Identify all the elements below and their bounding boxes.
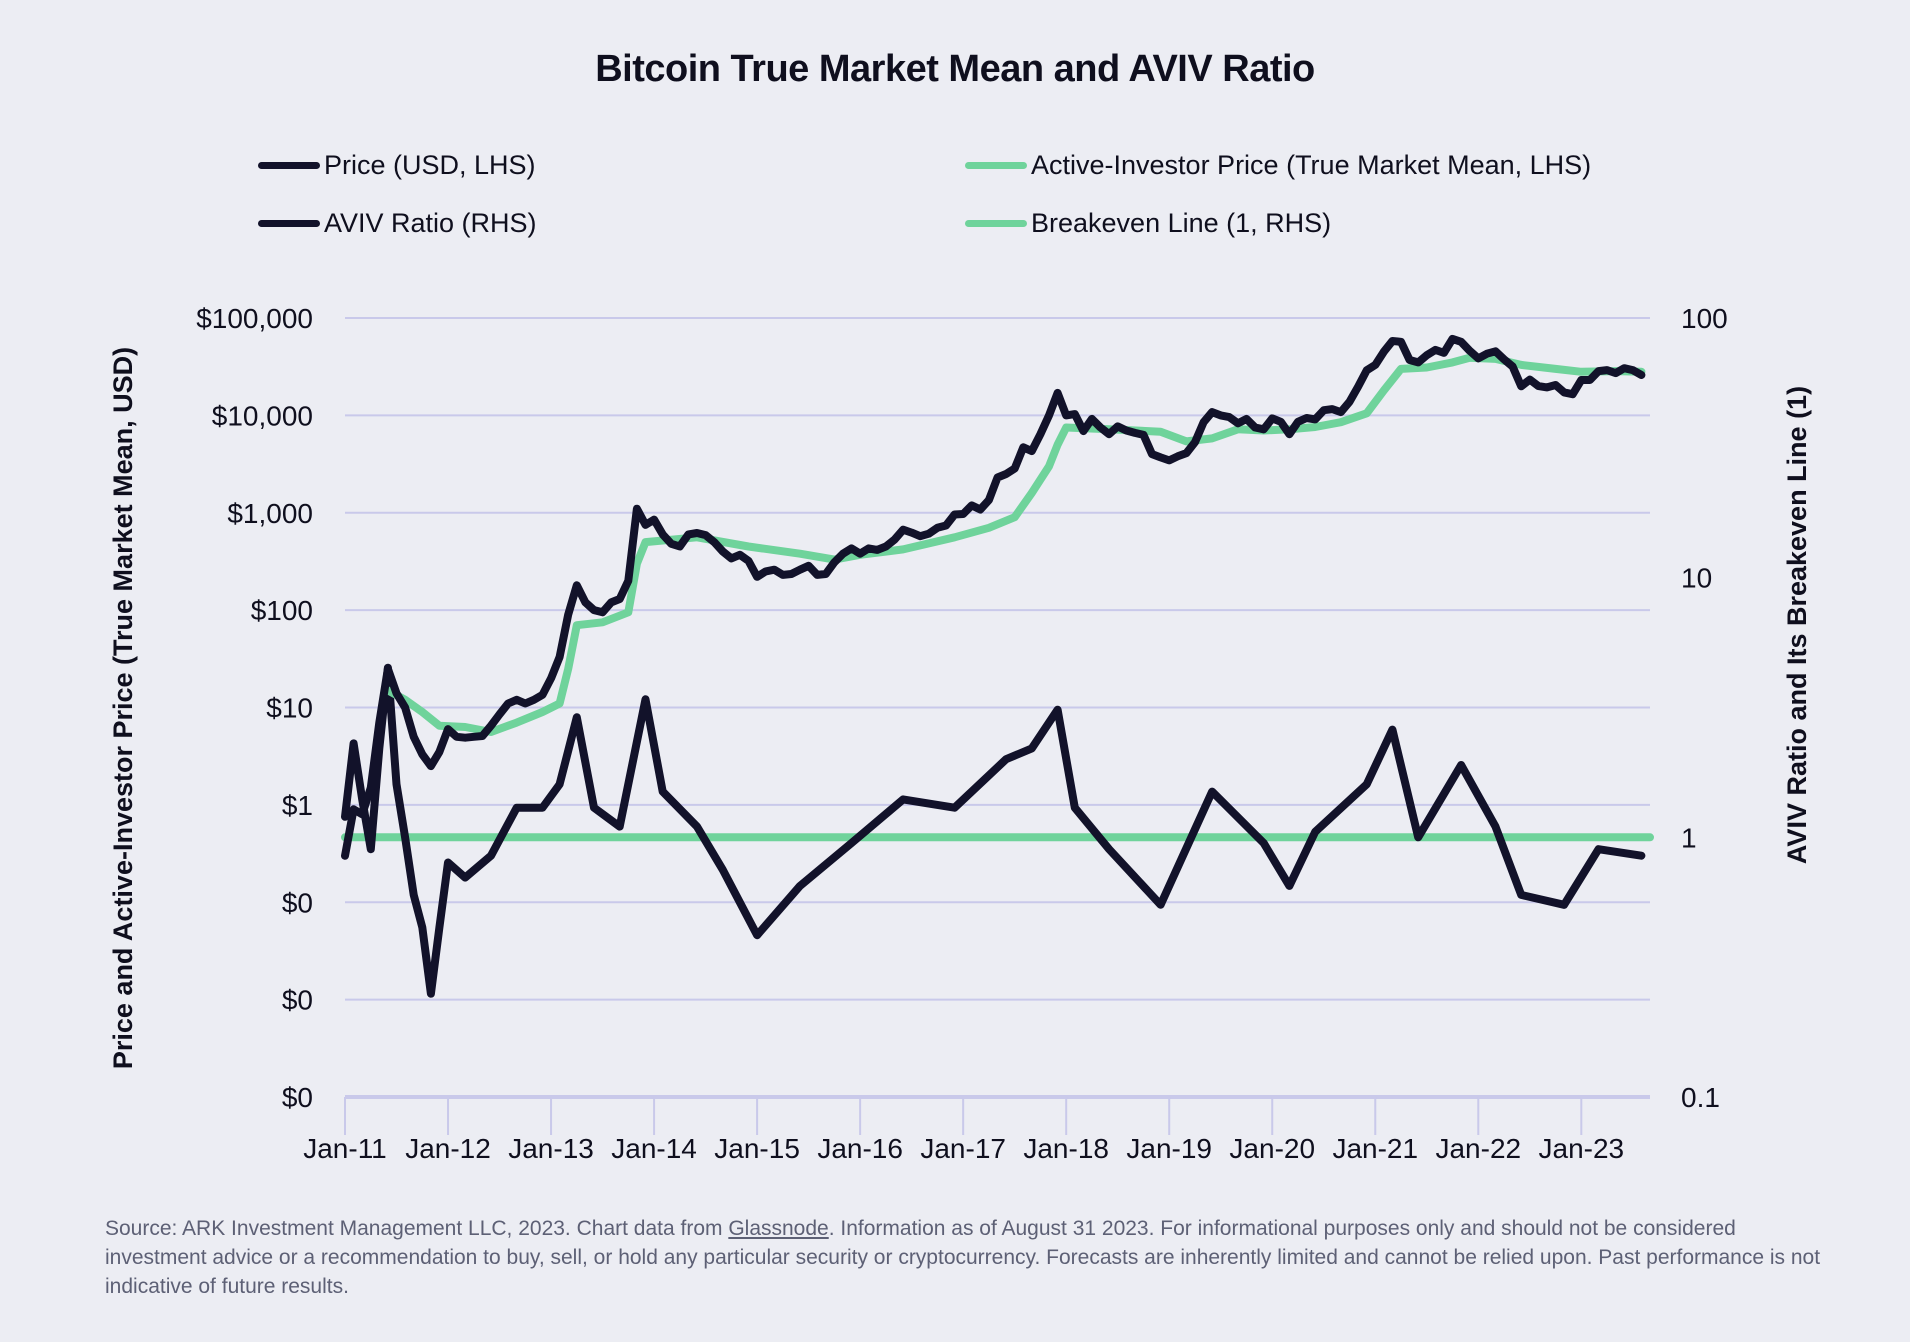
- footnote-text: Source: ARK Investment Management LLC, 2…: [105, 1217, 729, 1240]
- chart-title: Bitcoin True Market Mean and AVIV Ratio: [595, 48, 1315, 90]
- legend-label: Active-Investor Price (True Market Mean,…: [1031, 150, 1592, 180]
- x-tick-label: Jan-16: [817, 1133, 903, 1164]
- x-axis: Jan-11 Jan-12 Jan-13 Jan-14 Jan-15 Jan-16 Jan-…: [303, 1097, 1624, 1164]
- y-left-tick-label: $1,000: [227, 498, 313, 529]
- y-axis-right: 100 10 1 0.1: [1681, 303, 1728, 1113]
- legend-breakeven: Breakeven Line (1, RHS): [965, 208, 1331, 239]
- y-right-tick-label: 0.1: [1681, 1082, 1720, 1113]
- glassnode-link[interactable]: Glassnode: [728, 1217, 829, 1240]
- x-tick-label: Jan-14: [611, 1133, 697, 1164]
- legend-swatch: [965, 220, 1027, 227]
- active-investor-price-line: [383, 353, 1646, 736]
- aviv-ratio-line: [341, 663, 1646, 998]
- x-tick-label: Jan-23: [1539, 1133, 1625, 1164]
- y-right-tick-label: 10: [1681, 563, 1712, 594]
- y-left-tick-label: $0: [282, 1082, 313, 1113]
- y-axis-right-label: AVIV Ratio and Its Breakeven Line (1): [1782, 386, 1812, 864]
- price-line: [341, 334, 1646, 860]
- y-left-tick-label: $0: [282, 985, 313, 1016]
- legend-label: Breakeven Line (1, RHS): [1031, 208, 1332, 238]
- legend-swatch: [965, 162, 1027, 169]
- gridlines: [345, 317, 1650, 1099]
- y-axis-left: $100,000 $10,000 $1,000 $100 $10 $1 $0 $0 $0: [196, 303, 313, 1113]
- x-tick-label: Jan-18: [1023, 1133, 1109, 1164]
- y-left-tick-label: $0: [282, 887, 313, 918]
- x-tick-label: Jan-21: [1332, 1133, 1418, 1164]
- legend-swatch: [258, 162, 320, 169]
- x-tick-label: Jan-22: [1435, 1133, 1521, 1164]
- y-right-tick-label: 100: [1681, 303, 1728, 334]
- x-tick-label: Jan-13: [508, 1133, 594, 1164]
- legend-label: Price (USD, LHS): [324, 150, 536, 180]
- y-left-tick-label: $1: [282, 790, 313, 821]
- source-footnote: Source: ARK Investment Management LLC, 2…: [105, 1214, 1825, 1301]
- x-tick-label: Jan-20: [1229, 1133, 1315, 1164]
- y-left-tick-label: $10,000: [212, 400, 313, 431]
- legend-swatch: [258, 220, 320, 227]
- x-tick-label: Jan-12: [405, 1133, 491, 1164]
- footnote-text: . Information as of August 31 2023. For …: [105, 1217, 1821, 1298]
- x-tick-label: Jan-19: [1126, 1133, 1212, 1164]
- x-tick-label: Jan-15: [714, 1133, 800, 1164]
- y-right-tick-label: 1: [1681, 822, 1697, 853]
- y-left-tick-label: $10: [266, 693, 313, 724]
- legend-aviv: AVIV Ratio (RHS): [258, 208, 537, 239]
- y-left-tick-label: $100: [251, 595, 313, 626]
- x-tick-label: Jan-11: [303, 1133, 387, 1164]
- x-tick-label: Jan-17: [920, 1133, 1006, 1164]
- legend-price: Price (USD, LHS): [258, 150, 536, 181]
- series-lines: [341, 334, 1654, 998]
- legend-label: AVIV Ratio (RHS): [324, 208, 537, 238]
- legend-active-investor: Active-Investor Price (True Market Mean,…: [965, 150, 1591, 181]
- y-axis-left-label: Price and Active-Investor Price (True Ma…: [108, 347, 138, 1069]
- y-left-tick-label: $100,000: [196, 303, 313, 334]
